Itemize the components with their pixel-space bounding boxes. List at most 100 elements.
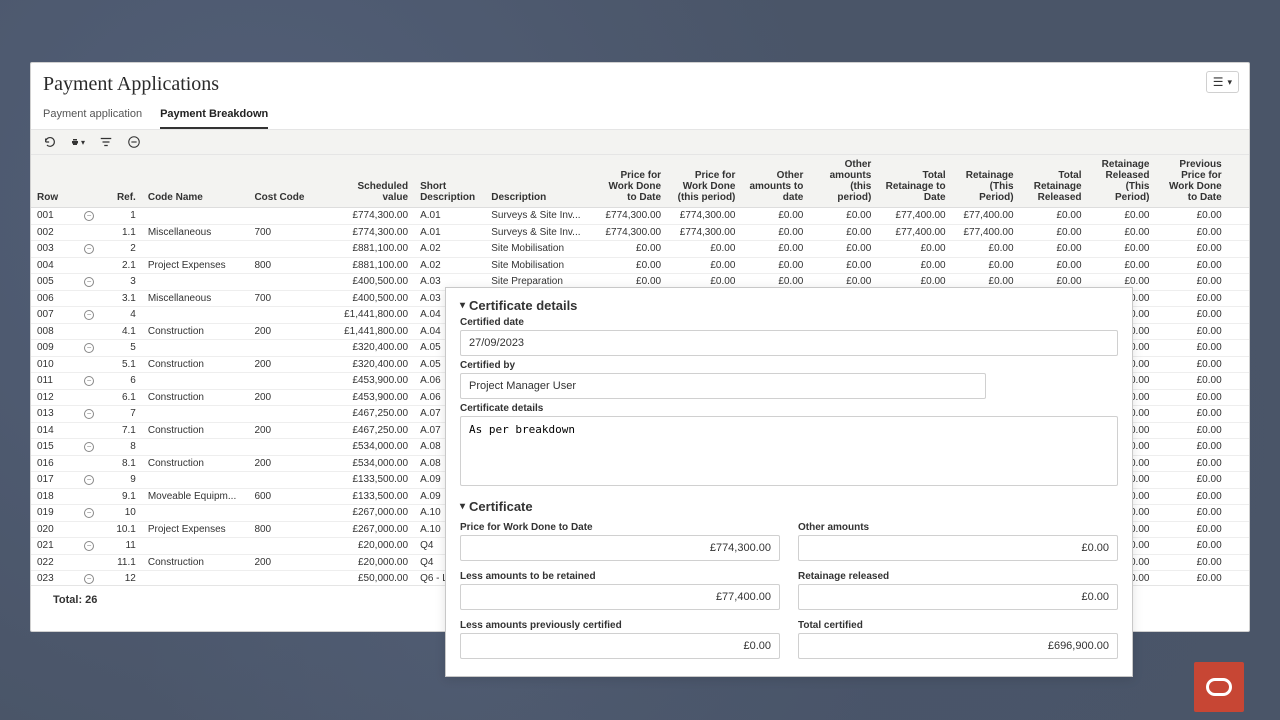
col-shortdesc[interactable]: Short Description [414, 155, 485, 208]
collapse-row-icon[interactable]: − [84, 541, 94, 551]
ret-released-value[interactable]: £0.00 [798, 584, 1118, 610]
ret-released-label: Retainage released [798, 571, 1118, 582]
total-cert-value[interactable]: £696,900.00 [798, 633, 1118, 659]
cell-trr: £0.00 [1020, 224, 1088, 241]
options-dropdown[interactable]: ☰ ▾ [1206, 71, 1239, 93]
cell-exp: − [78, 307, 101, 324]
table-row[interactable]: 0021.1Miscellaneous700£774,300.00A.01Sur… [31, 224, 1249, 241]
cell-codename [142, 241, 249, 258]
certified-by-label: Certified by [460, 360, 1118, 371]
cell-row: 013 [31, 406, 78, 423]
tab-payment-application[interactable]: Payment application [43, 102, 142, 129]
collapse-row-icon[interactable]: − [84, 211, 94, 221]
cell-exp: − [78, 472, 101, 489]
cell-row: 019 [31, 505, 78, 522]
col-row[interactable]: Row [31, 155, 78, 208]
cell-row: 003 [31, 241, 78, 258]
col-oatd[interactable]: Other amounts to date [741, 155, 809, 208]
col-trr[interactable]: Total Retainage Released [1020, 155, 1088, 208]
cell-exp [78, 521, 101, 538]
collapse-icon[interactable] [127, 135, 141, 149]
cell-ppwd: £0.00 [1155, 356, 1227, 373]
cell-costcode [248, 208, 331, 225]
col-codename[interactable]: Code Name [142, 155, 249, 208]
cell-extra [1228, 224, 1249, 241]
collapse-row-icon[interactable]: − [84, 442, 94, 452]
collapse-row-icon[interactable]: − [84, 508, 94, 518]
collapse-row-icon[interactable]: − [84, 475, 94, 485]
cell-oatd: £0.00 [741, 208, 809, 225]
cell-extra [1228, 455, 1249, 472]
col-extra[interactable] [1228, 155, 1249, 208]
cell-ref: 3 [102, 274, 142, 291]
cell-ppwd: £0.00 [1155, 406, 1227, 423]
col-rtp[interactable]: Retainage (This Period) [952, 155, 1020, 208]
filter-icon[interactable] [99, 135, 113, 149]
refresh-icon[interactable] [43, 135, 57, 149]
cell-desc: Site Mobilisation [485, 257, 593, 274]
cell-costcode [248, 472, 331, 489]
chevron-down-icon: ▾ [460, 300, 465, 311]
cell-row: 018 [31, 488, 78, 505]
col-desc[interactable]: Description [485, 155, 593, 208]
col-rrtp[interactable]: Retainage Released (This Period) [1088, 155, 1156, 208]
cert-details-textarea[interactable] [460, 416, 1118, 486]
cell-ppwd: £0.00 [1155, 224, 1227, 241]
table-row[interactable]: 0042.1Project Expenses800£881,100.00A.02… [31, 257, 1249, 274]
cell-codename [142, 571, 249, 586]
retained-value[interactable]: £77,400.00 [460, 584, 780, 610]
hamburger-icon: ☰ [1213, 75, 1224, 89]
cell-sched: £534,000.00 [331, 439, 414, 456]
col-costcode[interactable]: Cost Code [248, 155, 331, 208]
col-trtd[interactable]: Total Retainage to Date [877, 155, 951, 208]
chevron-down-icon: ▾ [1227, 77, 1232, 88]
other-amounts-value[interactable]: £0.00 [798, 535, 1118, 561]
cell-codename: Construction [142, 554, 249, 571]
cell-ref: 7.1 [102, 422, 142, 439]
cell-sched: £320,400.00 [331, 340, 414, 357]
col-ref[interactable]: Ref. [102, 155, 142, 208]
cell-rtp: £0.00 [952, 241, 1020, 258]
col-exp[interactable] [78, 155, 101, 208]
cert-details-header[interactable]: ▾ Certificate details [460, 298, 1118, 313]
cell-ref: 8 [102, 439, 142, 456]
tab-payment-breakdown[interactable]: Payment Breakdown [160, 102, 268, 129]
cell-pwdtp: £774,300.00 [667, 224, 741, 241]
cell-rrtp: £0.00 [1088, 224, 1156, 241]
cell-sched: £320,400.00 [331, 356, 414, 373]
cell-ppwd: £0.00 [1155, 274, 1227, 291]
cell-row: 005 [31, 274, 78, 291]
col-pwdtp[interactable]: Price for Work Done (this period) [667, 155, 741, 208]
collapse-row-icon[interactable]: − [84, 574, 94, 584]
table-row[interactable]: 001−1£774,300.00A.01Surveys & Site Inv..… [31, 208, 1249, 225]
cell-ppwd: £0.00 [1155, 373, 1227, 390]
col-ppwd[interactable]: Previous Price for Work Done to Date [1155, 155, 1227, 208]
cell-exp [78, 554, 101, 571]
certificate-header[interactable]: ▾ Certificate [460, 499, 1118, 514]
collapse-row-icon[interactable]: − [84, 310, 94, 320]
cell-sched: £1,441,800.00 [331, 307, 414, 324]
collapse-row-icon[interactable]: − [84, 244, 94, 254]
table-row[interactable]: 003−2£881,100.00A.02Site Mobilisation£0.… [31, 241, 1249, 258]
cell-extra [1228, 340, 1249, 357]
cell-exp [78, 422, 101, 439]
collapse-row-icon[interactable]: − [84, 277, 94, 287]
collapse-row-icon[interactable]: − [84, 409, 94, 419]
col-pwdtd[interactable]: Price for Work Done to Date [593, 155, 667, 208]
cell-row: 007 [31, 307, 78, 324]
pwdtd-value[interactable]: £774,300.00 [460, 535, 780, 561]
certificate-grid: Price for Work Done to Date £774,300.00 … [460, 518, 1118, 659]
certified-by-input[interactable]: Project Manager User [460, 373, 986, 399]
collapse-row-icon[interactable]: − [84, 376, 94, 386]
cell-shortdesc: A.02 [414, 241, 485, 258]
collapse-row-icon[interactable]: − [84, 343, 94, 353]
certified-date-input[interactable]: 27/09/2023 [460, 330, 1118, 356]
print-icon[interactable]: ▾ [71, 135, 85, 149]
prev-cert-value[interactable]: £0.00 [460, 633, 780, 659]
cell-codename: Construction [142, 389, 249, 406]
cell-ref: 4 [102, 307, 142, 324]
col-sched[interactable]: Scheduled value [331, 155, 414, 208]
col-oatp[interactable]: Other amounts (this period) [809, 155, 877, 208]
cell-extra [1228, 208, 1249, 225]
cell-sched: £267,000.00 [331, 505, 414, 522]
